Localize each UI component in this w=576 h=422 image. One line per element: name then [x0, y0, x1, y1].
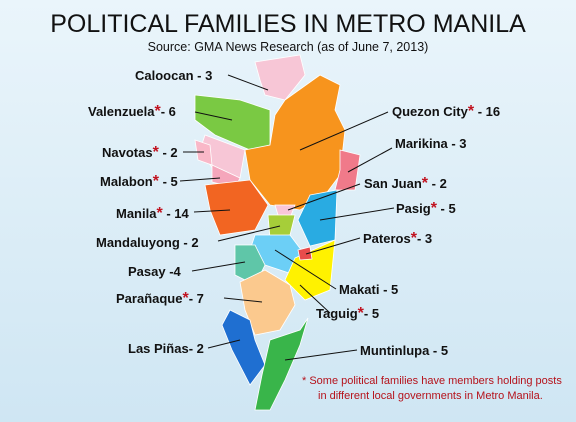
leader-line: [319, 207, 395, 221]
region-label: Malabon* - 5: [100, 173, 178, 190]
label-text: Muntinlupa - 5: [360, 343, 448, 358]
asterisk: *: [153, 144, 160, 161]
label-text: San Juan: [364, 176, 422, 191]
region-label: Marikina - 3: [395, 136, 467, 151]
region-label: Pasig* - 5: [396, 200, 456, 217]
label-text: Pateros: [363, 231, 411, 246]
footnote-line-1: * Some political families have members h…: [302, 375, 562, 387]
label-text: Parañaque: [116, 291, 182, 306]
leader-line: [299, 284, 331, 314]
label-count: - 16: [478, 104, 500, 119]
label-text: Navotas: [102, 145, 153, 160]
asterisk: *: [156, 205, 163, 222]
region-label: Makati - 5: [339, 282, 398, 297]
region-label: Manila* - 14: [116, 205, 189, 222]
leader-line: [179, 177, 221, 182]
leader-line: [227, 74, 269, 91]
label-text: Caloocan - 3: [135, 68, 212, 83]
source: Source: GMA News Research (as of June 7,…: [148, 40, 429, 54]
region-label: San Juan* - 2: [364, 175, 447, 192]
leader-line: [347, 147, 393, 173]
paranaque: [239, 269, 296, 336]
label-text: Pasay -4: [128, 264, 182, 279]
region-label: Muntinlupa - 5: [360, 343, 448, 358]
title: POLITICAL FAMILIES IN METRO MANILA: [50, 10, 526, 38]
label-count: - 3: [417, 231, 432, 246]
leader-line: [274, 249, 337, 290]
label-count: - 6: [161, 104, 176, 119]
leader-line: [305, 237, 361, 255]
label-text: Las Piñas- 2: [128, 341, 204, 356]
asterisk: *: [153, 173, 160, 190]
label-text: Mandaluyong - 2: [96, 235, 199, 250]
leader-line: [299, 111, 389, 151]
manila: [204, 179, 269, 236]
region-label: Taguig*- 5: [316, 305, 379, 322]
asterisk: *: [358, 305, 365, 322]
leader-line: [287, 183, 361, 211]
label-text: Pasig: [396, 201, 431, 216]
region-label: Valenzuela*- 6: [88, 103, 176, 120]
pasig: [297, 189, 338, 247]
asterisk: *: [431, 200, 438, 217]
label-count: - 2: [162, 145, 177, 160]
label-text: Makati - 5: [339, 282, 398, 297]
leader-line: [193, 209, 231, 213]
asterisk: *: [422, 175, 429, 192]
label-count: - 14: [166, 206, 189, 221]
leader-lines: [179, 74, 395, 361]
label-count: - 5: [364, 306, 379, 321]
label-text: Taguig: [316, 306, 358, 321]
asterisk: *: [182, 290, 189, 307]
label-text: Manila: [116, 206, 157, 221]
label-count: - 5: [441, 201, 456, 216]
label-text: Quezon City: [392, 104, 469, 119]
leader-line: [223, 297, 263, 303]
region-label: Pateros*- 3: [363, 230, 432, 247]
label-count: - 7: [189, 291, 204, 306]
leader-line: [191, 261, 246, 272]
marikina: [334, 149, 361, 191]
labels: Caloocan - 3 Valenzuela*- 6 Quezon City*…: [88, 68, 500, 358]
region-label: Parañaque*- 7: [116, 290, 204, 307]
label-text: Malabon: [100, 174, 153, 189]
asterisk: *: [468, 103, 475, 120]
region-label: Navotas* - 2: [102, 144, 178, 161]
region-label: Las Piñas- 2: [128, 341, 204, 356]
label-text: Marikina - 3: [395, 136, 467, 151]
region-label: Quezon City* - 16: [392, 103, 500, 120]
leader-line: [207, 339, 241, 349]
label-count: - 2: [432, 176, 447, 191]
leader-line: [217, 225, 281, 242]
muntinlupa: [254, 317, 309, 411]
leader-line: [284, 349, 358, 361]
footnote-line-2: in different local governments in Metro …: [318, 390, 543, 402]
asterisk: *: [411, 230, 418, 247]
asterisk: *: [154, 103, 161, 120]
region-label: Mandaluyong - 2: [96, 235, 199, 250]
taguig: [284, 239, 336, 301]
region-label: Pasay -4: [128, 264, 182, 279]
region-label: Caloocan - 3: [135, 68, 212, 83]
label-count: - 5: [163, 174, 178, 189]
las-pinas: [221, 309, 266, 386]
label-text: Valenzuela: [88, 104, 155, 119]
pateros: [297, 246, 313, 261]
leader-line: [194, 111, 233, 121]
